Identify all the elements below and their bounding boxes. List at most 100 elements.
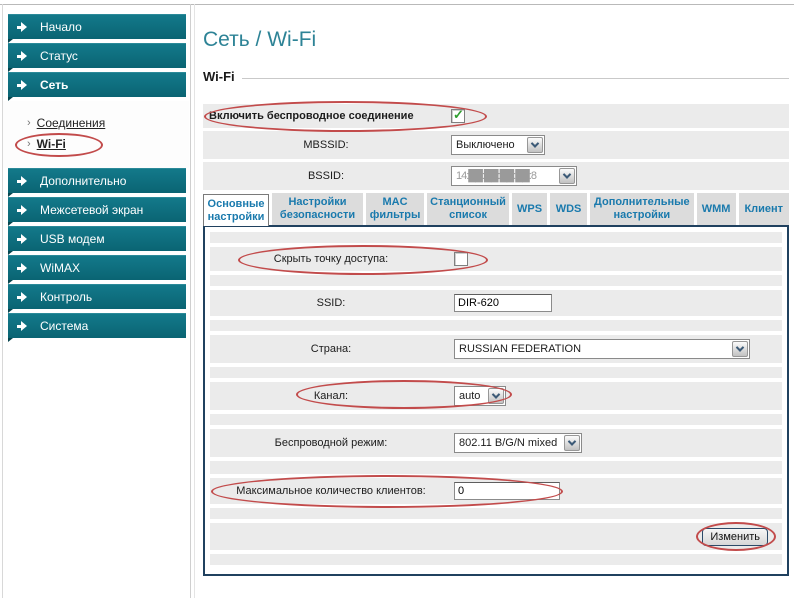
sidebar: Начало Статус Сеть › Соединения › Wi-Fi …	[3, 14, 189, 342]
tab-wds[interactable]: WDS	[550, 193, 588, 225]
sidebar-item-label: USB модем	[40, 232, 105, 246]
channel-row: Канал: auto	[210, 380, 782, 410]
wireless-mode-selected-value: 802.11 B/G/N mixed	[459, 437, 558, 449]
wifi-tabs: Основные настройки Настройки безопасност…	[203, 193, 789, 226]
tab-client[interactable]: Клиент	[738, 193, 789, 225]
sidebar-item-label: Дополнительно	[40, 174, 127, 188]
chevron-down-icon	[559, 168, 575, 184]
submit-row: Изменить	[210, 522, 782, 551]
enable-wireless-row: Включить беспроводное соединение	[203, 101, 789, 132]
tab-mac-filters[interactable]: MAC фильтры	[366, 193, 425, 225]
sidebar-item-label: Начало	[40, 20, 82, 34]
mbssid-label: MBSSID:	[303, 139, 349, 151]
chevron-down-icon	[488, 388, 504, 404]
tab-advanced-settings[interactable]: Дополнительные настройки	[590, 193, 694, 225]
sidebar-item-control[interactable]: Контроль	[8, 284, 186, 313]
country-selected-value: RUSSIAN FEDERATION	[459, 343, 582, 355]
max-clients-label: Максимальное количество клиентов:	[236, 485, 426, 497]
ssid-label: SSID:	[316, 297, 346, 309]
spacer-row	[210, 320, 782, 331]
sidebar-item-label: Статус	[40, 49, 78, 63]
section-header: Wi-Fi	[203, 69, 789, 84]
sidebar-left-border	[2, 4, 3, 598]
tab-basic-settings[interactable]: Основные настройки	[203, 194, 269, 226]
channel-label: Канал:	[313, 390, 349, 402]
sidebar-subitem-link[interactable]: Wi-Fi	[36, 137, 66, 151]
sidebar-content-divider	[190, 4, 191, 598]
top-divider	[0, 4, 794, 5]
section-divider	[241, 77, 789, 79]
country-label: Страна:	[310, 343, 352, 355]
sidebar-item-label: Система	[40, 319, 89, 333]
ssid-input[interactable]	[454, 294, 552, 312]
arrow-icon	[17, 292, 32, 302]
mbssid-row: MBSSID: Выключено	[203, 131, 789, 159]
page-title: Сеть / Wi-Fi	[203, 28, 317, 51]
spacer-row	[210, 414, 782, 425]
wireless-mode-row: Беспроводной режим: 802.11 B/G/N mixed	[210, 429, 782, 457]
country-row: Страна: RUSSIAN FEDERATION	[210, 335, 782, 363]
basic-settings-panel: Скрыть точку доступа: SSID: Страна: RUSS…	[203, 225, 789, 576]
tab-security-settings[interactable]: Настройки безопасности	[272, 193, 364, 225]
mbssid-select[interactable]: Выключено	[451, 135, 545, 155]
hide-ap-row: Скрыть точку доступа:	[210, 245, 782, 275]
mbssid-selected-value: Выключено	[456, 139, 515, 151]
tab-station-list[interactable]: Станционный список	[427, 193, 510, 225]
max-clients-row: Максимальное количество клиентов:	[210, 475, 782, 508]
tab-wmm[interactable]: WMM	[696, 193, 736, 225]
hide-ap-label: Скрыть точку доступа:	[273, 253, 389, 265]
ssid-row: SSID:	[210, 290, 782, 316]
arrow-icon	[17, 263, 32, 273]
channel-selected-value: auto	[459, 390, 481, 402]
bssid-row: BSSID: 14:██:██:██:██:8	[203, 162, 789, 190]
chevron-down-icon	[564, 435, 580, 451]
sidebar-item-label: WiMAX	[40, 261, 80, 275]
chevron-down-icon	[732, 341, 748, 357]
hide-ap-checkbox[interactable]	[454, 252, 468, 266]
country-select[interactable]: RUSSIAN FEDERATION	[454, 339, 750, 359]
sidebar-subitem-wifi[interactable]: › Wi-Fi	[15, 133, 103, 157]
apply-button[interactable]: Изменить	[702, 528, 768, 546]
network-submenu: › Соединения › Wi-Fi	[3, 101, 189, 168]
arrow-icon	[17, 22, 32, 32]
submenu-bullet-icon: ›	[27, 138, 31, 150]
wireless-mode-label: Беспроводной режим:	[274, 437, 388, 449]
chevron-down-icon	[527, 137, 543, 153]
tab-wps[interactable]: WPS	[512, 193, 548, 225]
arrow-icon	[17, 80, 32, 90]
sidebar-content-divider-2	[194, 4, 195, 598]
sidebar-item-label: Межсетевой экран	[40, 203, 144, 217]
arrow-icon	[17, 234, 32, 244]
arrow-icon	[17, 321, 32, 331]
sidebar-subitem-link[interactable]: Соединения	[36, 116, 106, 130]
enable-wireless-label: Включить беспроводное соединение	[209, 110, 414, 122]
wireless-general-form: Включить беспроводное соединение MBSSID:…	[203, 101, 789, 190]
max-clients-input[interactable]	[454, 482, 560, 500]
enable-wireless-checkbox[interactable]	[451, 107, 465, 123]
sidebar-item-firewall[interactable]: Межсетевой экран	[8, 197, 186, 226]
arrow-icon	[17, 205, 32, 215]
spacer-row	[210, 367, 782, 378]
sidebar-item-label: Сеть	[40, 78, 69, 92]
sidebar-item-advanced[interactable]: Дополнительно	[8, 168, 186, 197]
sidebar-item-network[interactable]: Сеть	[8, 72, 186, 101]
sidebar-item-home[interactable]: Начало	[8, 14, 186, 43]
sidebar-subitem-connections[interactable]: › Соединения	[27, 116, 105, 130]
bssid-select[interactable]: 14:██:██:██:██:8	[451, 166, 577, 186]
sidebar-item-status[interactable]: Статус	[8, 43, 186, 72]
bssid-selected-value: 14:██:██:██:██:8	[456, 170, 537, 182]
section-title: Wi-Fi	[203, 69, 235, 84]
spacer-row	[210, 275, 782, 286]
wireless-mode-select[interactable]: 802.11 B/G/N mixed	[454, 433, 582, 453]
sidebar-item-usb-modem[interactable]: USB модем	[8, 226, 186, 255]
bssid-label: BSSID:	[307, 170, 345, 182]
sidebar-item-label: Контроль	[40, 290, 93, 304]
main-content: Сеть / Wi-Fi Wi-Fi Включить беспроводное…	[203, 0, 789, 576]
sidebar-item-wimax[interactable]: WiMAX	[8, 255, 186, 284]
sidebar-item-system[interactable]: Система	[8, 313, 186, 342]
spacer-row	[210, 232, 782, 243]
arrow-icon	[17, 176, 32, 186]
channel-select[interactable]: auto	[454, 386, 506, 406]
spacer-row	[210, 461, 782, 474]
